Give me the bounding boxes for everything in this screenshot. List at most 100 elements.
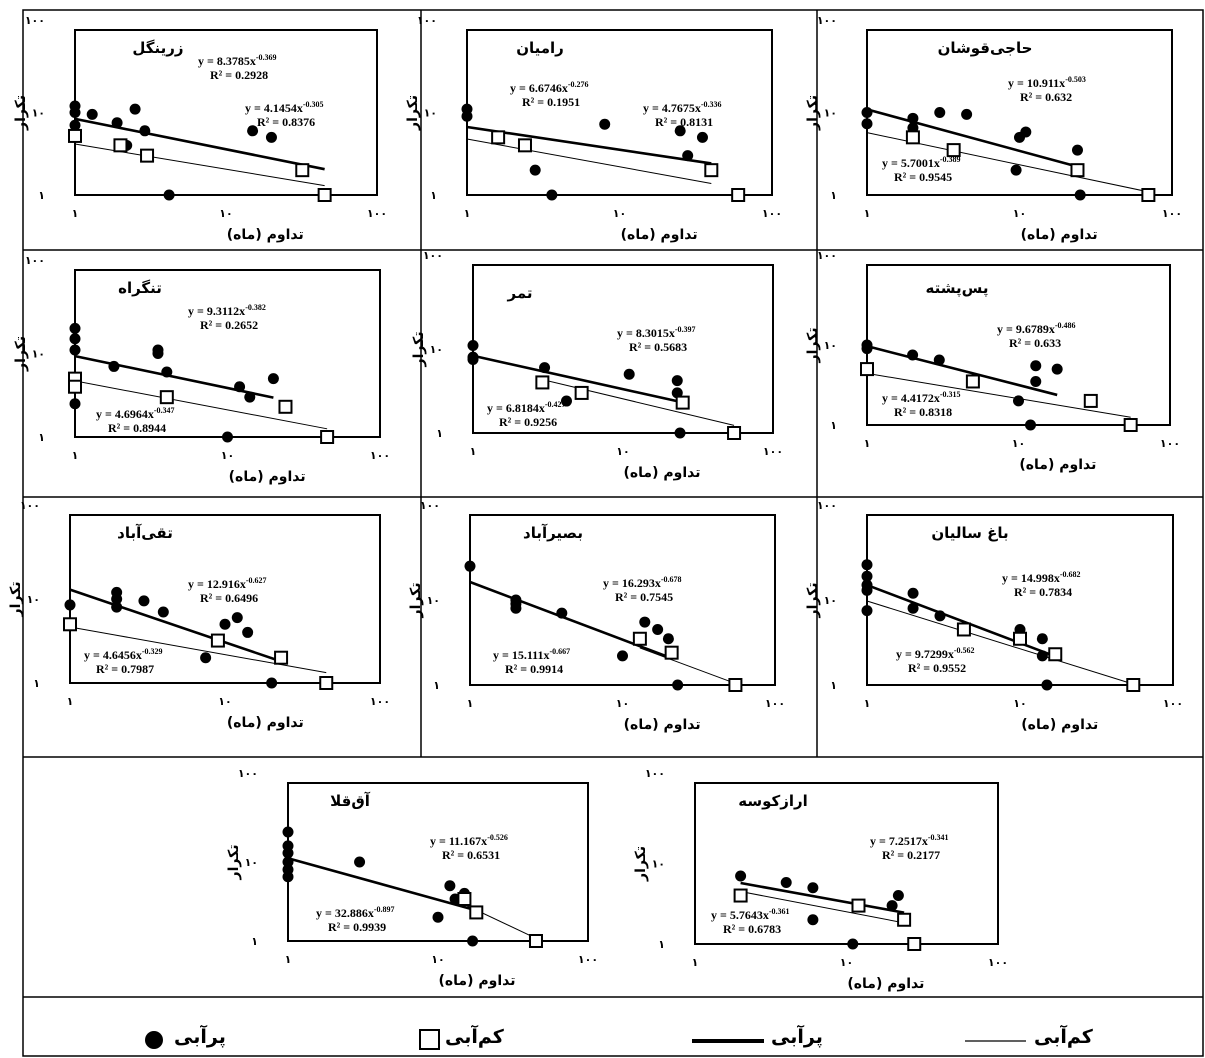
x-tick-label: ۱۰۰ (762, 207, 782, 220)
dry-data-point (574, 385, 589, 400)
dry-data-point (1013, 631, 1027, 646)
dry-data-point (274, 650, 289, 665)
wet-data-point (934, 107, 946, 118)
dry-fit-exponent: -0.562 (954, 646, 975, 655)
y-axis-label: تکرار (405, 95, 421, 131)
y-tick-label: ۱ (830, 189, 837, 202)
dry-fit-line (866, 372, 1131, 418)
wet-fit-equation: y = 11.167x-0.526 (430, 833, 508, 848)
dry-data-point (1123, 418, 1138, 432)
wet-data-point (265, 131, 277, 143)
dry-data-point (860, 362, 874, 377)
wet-data-point (111, 601, 123, 613)
chart-title: تنگراه (118, 279, 162, 297)
dry-fit-exponent: -0.427 (545, 400, 566, 409)
wet-fit-r2: R² = 0.7834 (1014, 585, 1072, 599)
wet-data-point (242, 626, 254, 638)
dry-fit-line (639, 647, 736, 684)
x-tick-label: ۱ (864, 437, 871, 450)
dry-fit-exponent: -0.315 (940, 390, 961, 399)
y-axis-label: تکرار (226, 845, 242, 881)
wet-data-point (847, 938, 859, 950)
wet-data-point (152, 348, 164, 359)
wet-fit-equation: y = 6.6746x-0.276 (510, 80, 589, 95)
dry-data-point (68, 379, 82, 394)
dry-data-point (728, 678, 743, 692)
wet-data-point (282, 856, 294, 868)
wet-data-point (161, 366, 173, 378)
y-tick-label: ۱ (430, 189, 437, 202)
wet-fit-equation: y = 14.998x-0.682 (1002, 570, 1081, 585)
dry-data-point (491, 130, 506, 145)
chart-panel: پس‌پشته ۱ ۱۰ ۱۰۰ ۱ ۱۰ ۱۰۰ تداوم (ماه) تکرار y = 9… (805, 249, 1180, 473)
y-tick-label: ۱۰ (32, 348, 45, 361)
wet-data-point (69, 344, 81, 356)
wet-fit-exponent: -0.682 (1060, 570, 1081, 579)
dry-data-point (278, 399, 293, 414)
y-tick-label: ۱۰۰ (20, 499, 40, 512)
x-tick-label: ۱۰۰ (1160, 437, 1180, 450)
x-tick-label: ۱۰۰ (578, 953, 598, 966)
x-tick-label: ۱۰ (1013, 207, 1026, 220)
wet-data-point (886, 900, 898, 912)
wet-data-point (282, 871, 294, 883)
wet-data-point (139, 125, 151, 137)
wet-data-point (231, 612, 243, 624)
dry-fit-equation: y = 4.4172x-0.315 (882, 390, 961, 405)
wet-data-point (617, 650, 628, 662)
dry-data-point (457, 892, 472, 907)
y-tick-label: ۱۰ (245, 856, 258, 869)
wet-data-point (163, 189, 175, 201)
y-tick-label: ۱۰۰ (645, 767, 665, 780)
dry-fit-r2: R² = 0.8944 (108, 421, 166, 435)
y-axis-label: تکرار (411, 332, 427, 368)
dry-fit-equation: y = 4.7675x-0.336 (643, 100, 722, 115)
x-tick-label: ۱۰۰ (765, 697, 785, 710)
wet-data-point (69, 119, 81, 131)
dry-fit-r2: R² = 0.7987 (96, 662, 154, 676)
chart-panel: رامیان ۱ ۱۰ ۱۰۰ ۱ ۱۰ ۱۰۰ تداوم (ماه) تکرار y = 6.… (405, 14, 782, 243)
wet-fit-exponent: -0.678 (661, 575, 682, 584)
plot-frame (69, 514, 381, 684)
y-tick-label: ۱۰ (430, 343, 443, 356)
dry-fit-line (866, 600, 1134, 685)
dry-data-point (113, 138, 128, 153)
wet-fit-r2: R² = 0.1951 (522, 95, 580, 109)
dry-fit-r2: R² = 0.6783 (723, 922, 781, 936)
x-tick-label: ۱۰ (616, 445, 629, 458)
x-tick-label: ۱۰ (219, 207, 232, 220)
dry-data-point (632, 631, 647, 646)
y-tick-label: ۱۰۰ (25, 254, 45, 267)
y-tick-label: ۱ (436, 427, 443, 440)
dry-fit-equation: y = 5.7643x-0.361 (711, 907, 790, 922)
wet-data-point (1020, 126, 1032, 138)
dry-fit-exponent: -0.305 (303, 100, 324, 109)
dry-data-point (1048, 647, 1063, 662)
wet-fit-equation: y = 7.2517x-0.341 (870, 833, 949, 848)
wet-fit-equation: y = 9.6789x-0.486 (997, 321, 1076, 336)
legend-wet-points-label: پرآبی (174, 1026, 226, 1048)
dry-fit-r2: R² = 0.8131 (655, 115, 713, 129)
wet-fit-exponent: -0.486 (1055, 321, 1076, 330)
wet-data-point (861, 107, 873, 118)
dry-data-point (907, 937, 922, 951)
wet-data-point (961, 108, 973, 120)
x-axis-label: تداوم (ماه) (624, 465, 701, 481)
dry-fit-line (740, 891, 905, 924)
dry-data-point (1070, 163, 1085, 178)
chart-title: بصیرآباد (523, 524, 583, 542)
wet-data-point (247, 125, 259, 137)
dry-data-point (946, 143, 961, 158)
x-tick-label: ۱۰ (221, 449, 234, 462)
wet-data-point (510, 602, 522, 614)
dry-data-point (1141, 188, 1156, 202)
wet-data-point (861, 559, 873, 571)
wet-data-point (907, 349, 919, 361)
y-axis-label: تکرار (633, 846, 649, 882)
x-tick-label: ۱ (692, 956, 699, 969)
wet-data-point (672, 679, 684, 691)
wet-data-point (464, 560, 476, 572)
x-axis-label: تداوم (ماه) (621, 227, 698, 243)
y-tick-label: ۱۰ (32, 107, 45, 120)
